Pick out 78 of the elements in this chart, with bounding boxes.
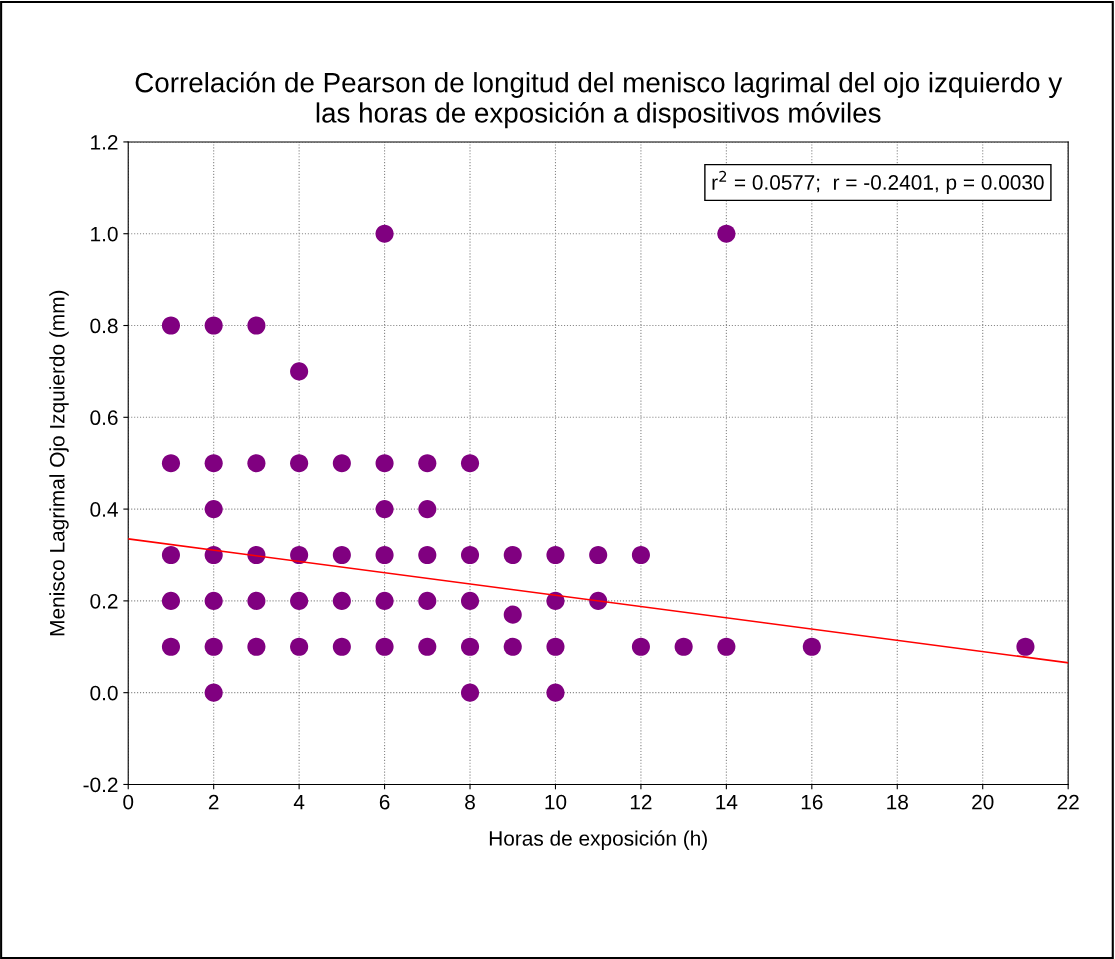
point (161, 454, 180, 473)
point (332, 591, 351, 610)
point (460, 454, 480, 473)
point (204, 454, 223, 473)
y-tick-label: 1.0 (91, 226, 118, 242)
x-tick-label: 10 (545, 794, 567, 810)
point (290, 454, 309, 473)
y-tick-label: 0.2 (90, 593, 118, 609)
x-axis-title: Horas de exposición (h) (489, 830, 707, 850)
point (204, 500, 223, 519)
point (161, 591, 180, 610)
point (204, 316, 223, 335)
x-tick-label: 22 (1057, 794, 1079, 810)
point (717, 224, 736, 243)
y-axis-title: Menisco Lagrimal Ojo Izquierdo (mm) (49, 290, 69, 636)
point (460, 637, 480, 656)
point (161, 637, 180, 656)
point (1016, 637, 1035, 656)
point (247, 637, 266, 656)
point (418, 500, 437, 519)
x-tick-label: 16 (801, 794, 823, 810)
point (503, 637, 522, 656)
point (802, 637, 821, 656)
point (546, 683, 565, 702)
point (631, 545, 650, 565)
point (460, 545, 480, 565)
point (631, 637, 650, 656)
point (375, 545, 394, 565)
x-tick-label: 0 (123, 794, 134, 810)
point (375, 591, 394, 610)
point (546, 637, 565, 656)
y-tick-label: 1.2 (91, 134, 118, 150)
y-tick-label: -0.2 (83, 777, 118, 793)
x-tick-label: 18 (887, 794, 908, 810)
point (503, 605, 522, 624)
annotation: r$^{2}$ = 0.0577; r = -0.2401, p = 0.0030 (712, 170, 1044, 194)
x-tick-label: 4 (293, 794, 305, 810)
point (290, 545, 309, 565)
y-tick-label: 0.8 (90, 318, 118, 334)
point (204, 683, 223, 702)
point (418, 637, 437, 656)
point (375, 454, 394, 473)
y-tick-label: 0.0 (90, 685, 118, 701)
point (717, 637, 736, 656)
point (460, 591, 480, 610)
x-tick-label: 12 (630, 794, 652, 810)
point (503, 545, 522, 565)
point (247, 591, 266, 610)
point (589, 545, 608, 565)
point (290, 591, 309, 610)
point (332, 637, 351, 656)
point (375, 637, 394, 656)
x-tick-label: 8 (465, 794, 475, 810)
x-tick-label: 2 (208, 794, 219, 810)
point (332, 454, 351, 473)
chart-title: Correlación de Pearson de longitud del menisco lagrimal del ojo izquierdo y las horas de exposición a dispositivos móviles (135, 71, 1063, 129)
point (161, 545, 180, 565)
point (546, 545, 565, 565)
point (418, 545, 437, 565)
x-tick-label: 6 (379, 794, 390, 810)
point (674, 637, 693, 656)
point (375, 224, 394, 243)
y-tick-label: 0.4 (90, 502, 118, 517)
point (204, 637, 223, 656)
point (418, 454, 437, 473)
point (161, 316, 180, 335)
x-tick-label: 14 (716, 794, 738, 810)
point (290, 637, 309, 656)
point (332, 545, 351, 565)
point (247, 454, 266, 473)
point (290, 362, 309, 381)
point (247, 316, 266, 335)
y-tick-label: 0.6 (90, 410, 118, 426)
point (418, 591, 437, 610)
point (375, 500, 394, 519)
point (460, 683, 480, 702)
x-tick-label: 20 (972, 794, 994, 810)
point (204, 591, 223, 610)
